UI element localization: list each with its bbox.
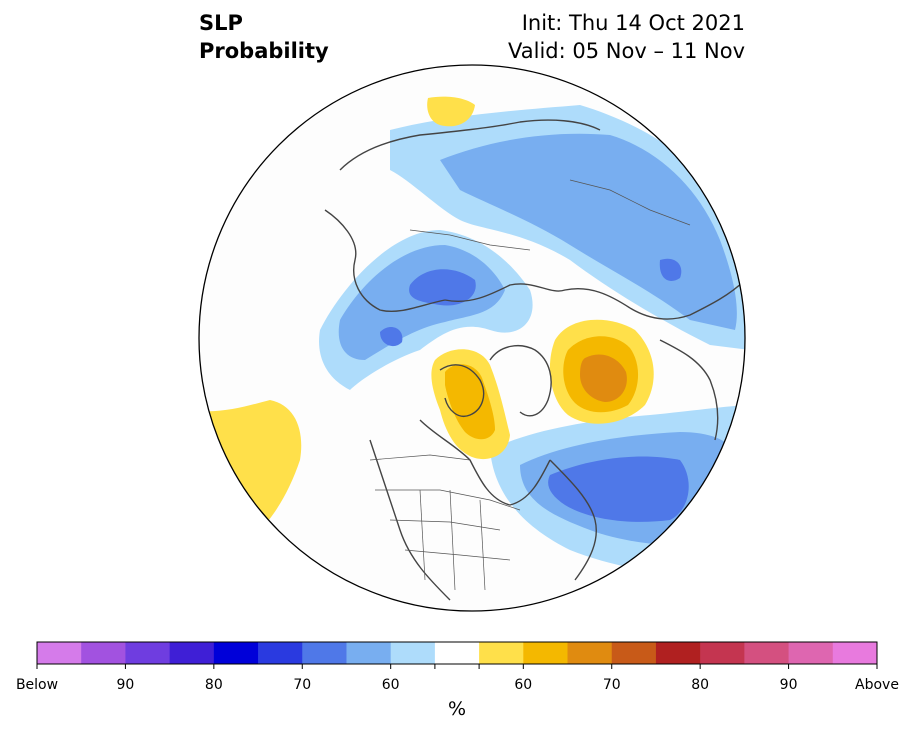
colorbar-frame	[36, 641, 878, 665]
map-title: SLP Probability	[199, 9, 329, 65]
colorbar-tick-label: Below	[16, 677, 58, 693]
colorbar-tick-label: 90	[780, 677, 798, 693]
colorbar-swatch	[81, 642, 126, 664]
colorbar-swatch	[302, 642, 347, 664]
colorbar-swatch	[346, 642, 392, 664]
colorbar-swatch	[258, 642, 303, 664]
colorbar-tick-label: 90	[117, 677, 135, 693]
colorbar-tick-label: 80	[205, 677, 223, 693]
colorbar-swatch	[390, 642, 436, 664]
colorbar-tick-label: 60	[382, 677, 400, 693]
valid-period: Valid: 05 Nov – 11 Nov	[508, 39, 745, 63]
colorbar-swatch	[523, 642, 569, 664]
colorbar-swatch	[700, 642, 745, 664]
colorbar-swatch	[125, 642, 171, 664]
polar-map	[198, 64, 746, 612]
below-normal-core-europe-2	[380, 327, 403, 347]
colorbar-swatch	[744, 642, 790, 664]
colorbar-swatch	[611, 642, 657, 664]
map-boundary	[198, 64, 746, 612]
colorbar-tick-label: 70	[293, 677, 311, 693]
colorbar-swatch	[788, 642, 834, 664]
colorbar-swatches	[37, 642, 878, 664]
political-borders	[369, 179, 691, 591]
colorbar-ticks: Below 90 80 70 60 60 70 80 90 Above	[16, 664, 899, 693]
colorbar-unit: %	[448, 698, 466, 720]
colorbar-swatch	[567, 642, 613, 664]
title-product: Probability	[199, 39, 329, 63]
above-normal-region-bering	[427, 96, 475, 127]
colorbar-tick-label: 60	[514, 677, 532, 693]
below-normal-core-atlantic	[548, 456, 689, 522]
below-normal-core-siberia	[659, 258, 682, 281]
colorbar-swatch	[169, 642, 215, 664]
colorbar-swatch	[655, 642, 701, 664]
colorbar-tick-label: 70	[603, 677, 621, 693]
above-normal-core-greenland	[580, 354, 627, 402]
below-normal-core-europe	[409, 269, 476, 306]
title-variable: SLP	[199, 11, 243, 35]
colorbar-swatch	[213, 642, 259, 664]
colorbar-tick-label: 80	[691, 677, 709, 693]
colorbar: Below 90 80 70 60 60 70 80 90 Above %	[16, 641, 899, 720]
colorbar-tick-label: Above	[855, 677, 899, 693]
above-normal-region-canada-mid	[445, 364, 495, 440]
below-normal-region-eurasia-mid	[440, 133, 737, 330]
init-date: Init: Thu 14 Oct 2021	[521, 11, 745, 35]
colorbar-swatch	[37, 642, 82, 664]
forecast-dates: Init: Thu 14 Oct 2021 Valid: 05 Nov – 11…	[508, 9, 745, 65]
colorbar-swatch	[832, 642, 878, 664]
colorbar-swatch	[434, 642, 480, 664]
colorbar-swatch	[479, 642, 524, 664]
